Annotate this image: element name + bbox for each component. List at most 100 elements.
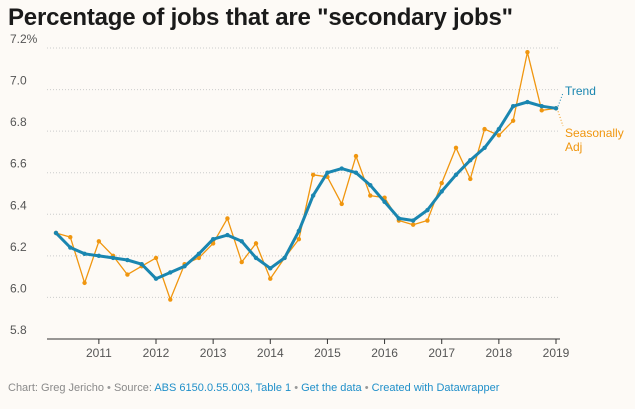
trend-point — [253, 255, 259, 261]
gridlines — [47, 47, 560, 340]
trend-point — [68, 245, 73, 250]
seasonally-adj-label: Seasonally — [565, 126, 624, 140]
y-tick-label: 5.8 — [10, 323, 27, 337]
source-label: Source: — [113, 382, 152, 394]
trend-point — [225, 232, 230, 238]
seasonally-adj-point — [268, 276, 273, 281]
trend-point — [396, 216, 402, 221]
footer-separator: • — [364, 382, 369, 394]
trend-point — [468, 158, 473, 163]
trend-point — [325, 170, 330, 175]
trend-label-leader — [557, 92, 564, 107]
y-tick-label: 7.2% — [10, 32, 38, 46]
x-tick-label: 2017 — [428, 346, 455, 360]
x-tick-label: 2015 — [314, 346, 341, 360]
seasonally-adj-point — [310, 172, 316, 177]
seasonally-adj-label-leader — [557, 111, 564, 127]
y-tick-label: 7.0 — [10, 74, 27, 88]
chart-footer: Chart: Greg Jericho • Source: ABS 6150.0… — [8, 382, 499, 394]
seasonally-adj-point — [496, 133, 502, 138]
trend-point — [539, 104, 544, 109]
seasonally-adj-point — [525, 49, 530, 55]
seasonally-adj-line — [55, 51, 557, 301]
trend-point — [553, 106, 559, 111]
trend-point — [339, 166, 344, 171]
trend-point — [96, 253, 102, 259]
seasonally-adj-point — [425, 218, 430, 223]
seasonally-adj-point — [468, 176, 473, 182]
seasonally-adj-point — [82, 280, 87, 286]
trend-point — [368, 182, 373, 188]
seasonally-adj-point — [439, 180, 444, 186]
y-tick-label: 6.2 — [10, 240, 27, 254]
series-lines — [53, 49, 559, 302]
trend-point — [410, 218, 416, 223]
trend-point — [353, 170, 359, 175]
trend-point — [282, 255, 287, 261]
x-tick-label: 2014 — [257, 346, 284, 360]
seasonally-adj-point — [510, 118, 516, 123]
seasonally-adj-point — [125, 272, 130, 277]
trend-point — [510, 104, 516, 109]
y-tick-label: 6.8 — [10, 115, 27, 129]
footer-separator: • — [107, 382, 111, 394]
trend-point — [82, 251, 87, 256]
seasonally-adj-point — [225, 216, 230, 221]
y-tick-label: 6.4 — [10, 198, 27, 212]
get-data-link[interactable]: Get the data — [301, 382, 362, 394]
y-tick-label: 6.6 — [10, 157, 27, 171]
seasonally-adj-point — [96, 239, 102, 244]
trend-label: Trend — [565, 84, 596, 98]
seasonally-adj-point — [539, 108, 544, 113]
x-tick-label: 2016 — [371, 346, 398, 360]
x-tick-label: 2012 — [143, 346, 170, 360]
trend-point — [210, 237, 216, 242]
trend-point — [110, 255, 116, 261]
seasonally-adj-point — [196, 255, 202, 261]
trend-point — [125, 257, 130, 263]
trend-point — [153, 276, 159, 281]
trend-point — [182, 264, 187, 269]
trend-point — [168, 270, 173, 275]
seasonally-adj-label: Adj — [565, 140, 582, 154]
x-axis-ticks: 2011 2012 2013 2014 2015 2016 2017 2018 2019 — [86, 339, 570, 360]
chart-credit: Chart: Greg Jericho — [8, 382, 104, 394]
trend-point — [439, 189, 444, 194]
trend-point — [268, 266, 273, 271]
trend-point — [310, 193, 316, 198]
seasonally-adj-point — [68, 234, 73, 240]
trend-line — [54, 100, 558, 281]
seasonally-adj-point — [353, 153, 359, 159]
seasonally-adj-point — [253, 241, 259, 246]
seasonally-adj-point — [296, 237, 302, 242]
x-tick-label: 2013 — [200, 346, 227, 360]
seasonally-adj-point — [453, 145, 459, 150]
seasonally-adj-point — [368, 193, 373, 198]
seasonally-adj-point — [339, 201, 344, 207]
y-tick-label: 6.0 — [10, 281, 27, 295]
trend-point — [239, 239, 244, 244]
trend-point — [525, 99, 530, 105]
seasonally-adj-point — [410, 222, 416, 227]
trend-point — [196, 251, 202, 256]
footer-separator: • — [294, 382, 299, 394]
datawrapper-link[interactable]: Created with Datawrapper — [371, 382, 500, 394]
trend-point — [482, 145, 487, 150]
x-tick-label: 2011 — [86, 346, 112, 360]
x-tick-label: 2018 — [486, 346, 513, 360]
trend-point — [496, 126, 502, 132]
chart-title: Percentage of jobs that are "secondary j… — [8, 4, 513, 31]
trend-point — [53, 230, 59, 236]
trend-point — [139, 261, 144, 267]
seasonally-adj-point — [482, 126, 487, 132]
trend-point — [382, 199, 387, 205]
trend-point — [453, 172, 459, 177]
seasonally-adj-point — [239, 259, 244, 265]
seasonally-adj-point — [168, 297, 173, 302]
trend-point — [425, 207, 430, 213]
x-tick-label: 2019 — [543, 346, 570, 360]
seasonally-adj-point — [153, 255, 159, 261]
source-link[interactable]: ABS 6150.0.55.003, Table 1 — [154, 382, 292, 394]
